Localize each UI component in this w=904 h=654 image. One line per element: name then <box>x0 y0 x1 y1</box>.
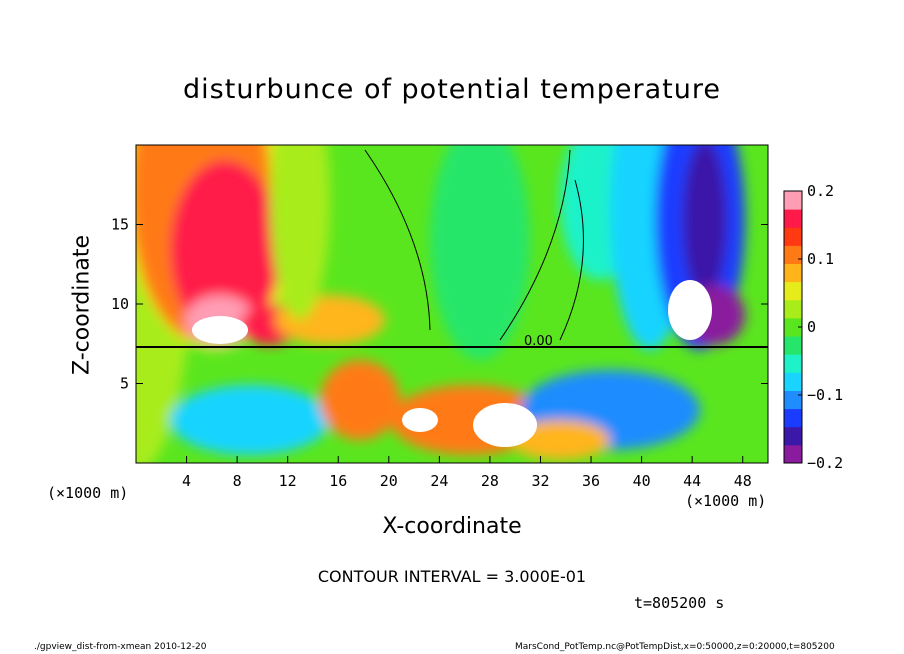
y-axis: 5 10 15 <box>111 216 768 393</box>
colorbar: 0.2 0.1 0 −0.1 −0.2 <box>783 182 843 472</box>
colorbar-swatch <box>784 263 802 283</box>
field-detail <box>192 316 248 344</box>
colorbar-swatch <box>784 317 802 337</box>
y-tick-label: 10 <box>111 295 129 313</box>
colorbar-swatch <box>784 299 802 319</box>
x-axis-unit: (×1000 m) <box>685 492 767 510</box>
colorbar-tick-label: 0.2 <box>807 182 834 200</box>
colorbar-swatch <box>784 281 802 301</box>
colorbar-swatch <box>784 426 802 446</box>
field-blob <box>683 145 727 300</box>
footer-right: MarsCond_PotTemp.nc@PotTempDist,x=0:5000… <box>515 642 835 652</box>
colorbar-swatch <box>784 444 802 464</box>
field-blob <box>170 160 280 340</box>
colorbar-tick-label: 0 <box>807 318 816 336</box>
field-blob <box>270 145 330 320</box>
x-tick-label: 12 <box>279 472 297 490</box>
y-axis-label: Z-coordinate <box>69 235 95 375</box>
time-label: t=805200 s <box>634 594 725 612</box>
field-detail <box>473 403 537 447</box>
contour-interval: CONTOUR INTERVAL = 3.000E-01 <box>317 567 587 586</box>
colorbar-swatch <box>784 336 802 355</box>
zero-contour <box>499 149 571 341</box>
x-tick-label: 8 <box>233 472 242 490</box>
colorbar-swatch <box>784 354 802 373</box>
field-blob <box>170 385 330 455</box>
x-tick-label: 28 <box>481 472 499 490</box>
colorbar-swatch <box>784 191 802 210</box>
x-tick-label: 36 <box>582 472 600 490</box>
x-tick-label: 40 <box>633 472 651 490</box>
x-tick-label: 24 <box>430 472 448 490</box>
x-tick-label: 44 <box>683 472 701 490</box>
x-axis-label: X-coordinate <box>382 514 522 539</box>
colorbar-swatch <box>784 209 802 228</box>
chart-title: disturbunce of potential temperature <box>183 74 721 105</box>
x-tick-label: 4 <box>182 472 191 490</box>
x-tick-label: 20 <box>380 472 398 490</box>
field-detail <box>402 408 438 432</box>
colorbar-tick-label: −0.1 <box>807 386 843 404</box>
contour-value-label: 0.00 <box>524 334 553 349</box>
x-tick-label: 16 <box>329 472 347 490</box>
colorbar-swatch <box>784 408 802 428</box>
x-tick-label: 32 <box>531 472 549 490</box>
x-tick-label: 48 <box>734 472 752 490</box>
field-blob <box>320 360 400 440</box>
colorbar-swatch <box>784 390 802 410</box>
zero-contour <box>364 149 431 331</box>
colorbar-swatch <box>784 227 802 246</box>
y-tick-label: 5 <box>120 375 129 393</box>
colorbar-tick-label: 0.1 <box>807 250 834 268</box>
y-axis-unit: (×1000 m) <box>47 484 129 502</box>
potential-temperature-field: 0.00 <box>136 145 768 463</box>
field-blob <box>430 145 530 360</box>
field-detail <box>668 280 712 340</box>
colorbar-swatch <box>784 372 802 391</box>
zero-contour <box>559 179 584 341</box>
footer-left: ./gpview_dist-from-xmean 2010-12-20 <box>34 642 207 652</box>
x-axis: 4 8 12 16 20 24 28 32 36 40 44 48 <box>182 456 752 490</box>
colorbar-tick-label: −0.2 <box>807 454 843 472</box>
field-blobs <box>136 145 745 463</box>
colorbar-swatch <box>784 245 802 265</box>
y-tick-label: 15 <box>111 216 129 234</box>
